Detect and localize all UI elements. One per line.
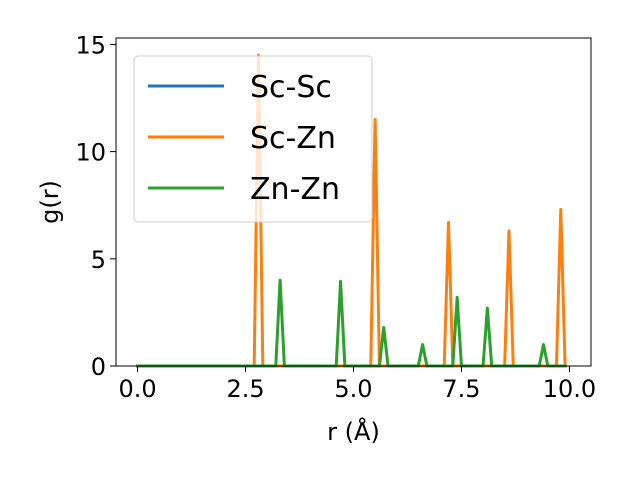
y-tick-label: 5 <box>91 246 106 274</box>
legend-label: Sc-Sc <box>250 70 332 105</box>
y-tick-label: 10 <box>75 139 106 167</box>
x-tick-label: 7.5 <box>442 375 480 403</box>
y-axis-ticks: 0 5 10 15 <box>75 31 116 381</box>
x-tick-label: 0.0 <box>119 375 157 403</box>
x-axis-ticks: 0.0 2.5 5.0 7.5 10.0 <box>119 366 596 403</box>
x-tick-label: 2.5 <box>226 375 264 403</box>
legend-label: Zn-Zn <box>250 172 340 207</box>
legend-label: Sc-Zn <box>250 121 336 156</box>
y-tick-label: 15 <box>75 31 106 59</box>
legend-box <box>133 55 373 223</box>
legend: Sc-Sc Sc-Zn Zn-Zn <box>133 55 373 223</box>
y-tick-label: 0 <box>91 353 106 381</box>
x-tick-label: 10.0 <box>543 375 596 403</box>
x-axis-label: r (Å) <box>327 417 380 446</box>
series-line-zn-zn <box>136 278 567 368</box>
y-axis-label: g(r) <box>36 180 64 224</box>
x-tick-label: 5.0 <box>334 375 372 403</box>
